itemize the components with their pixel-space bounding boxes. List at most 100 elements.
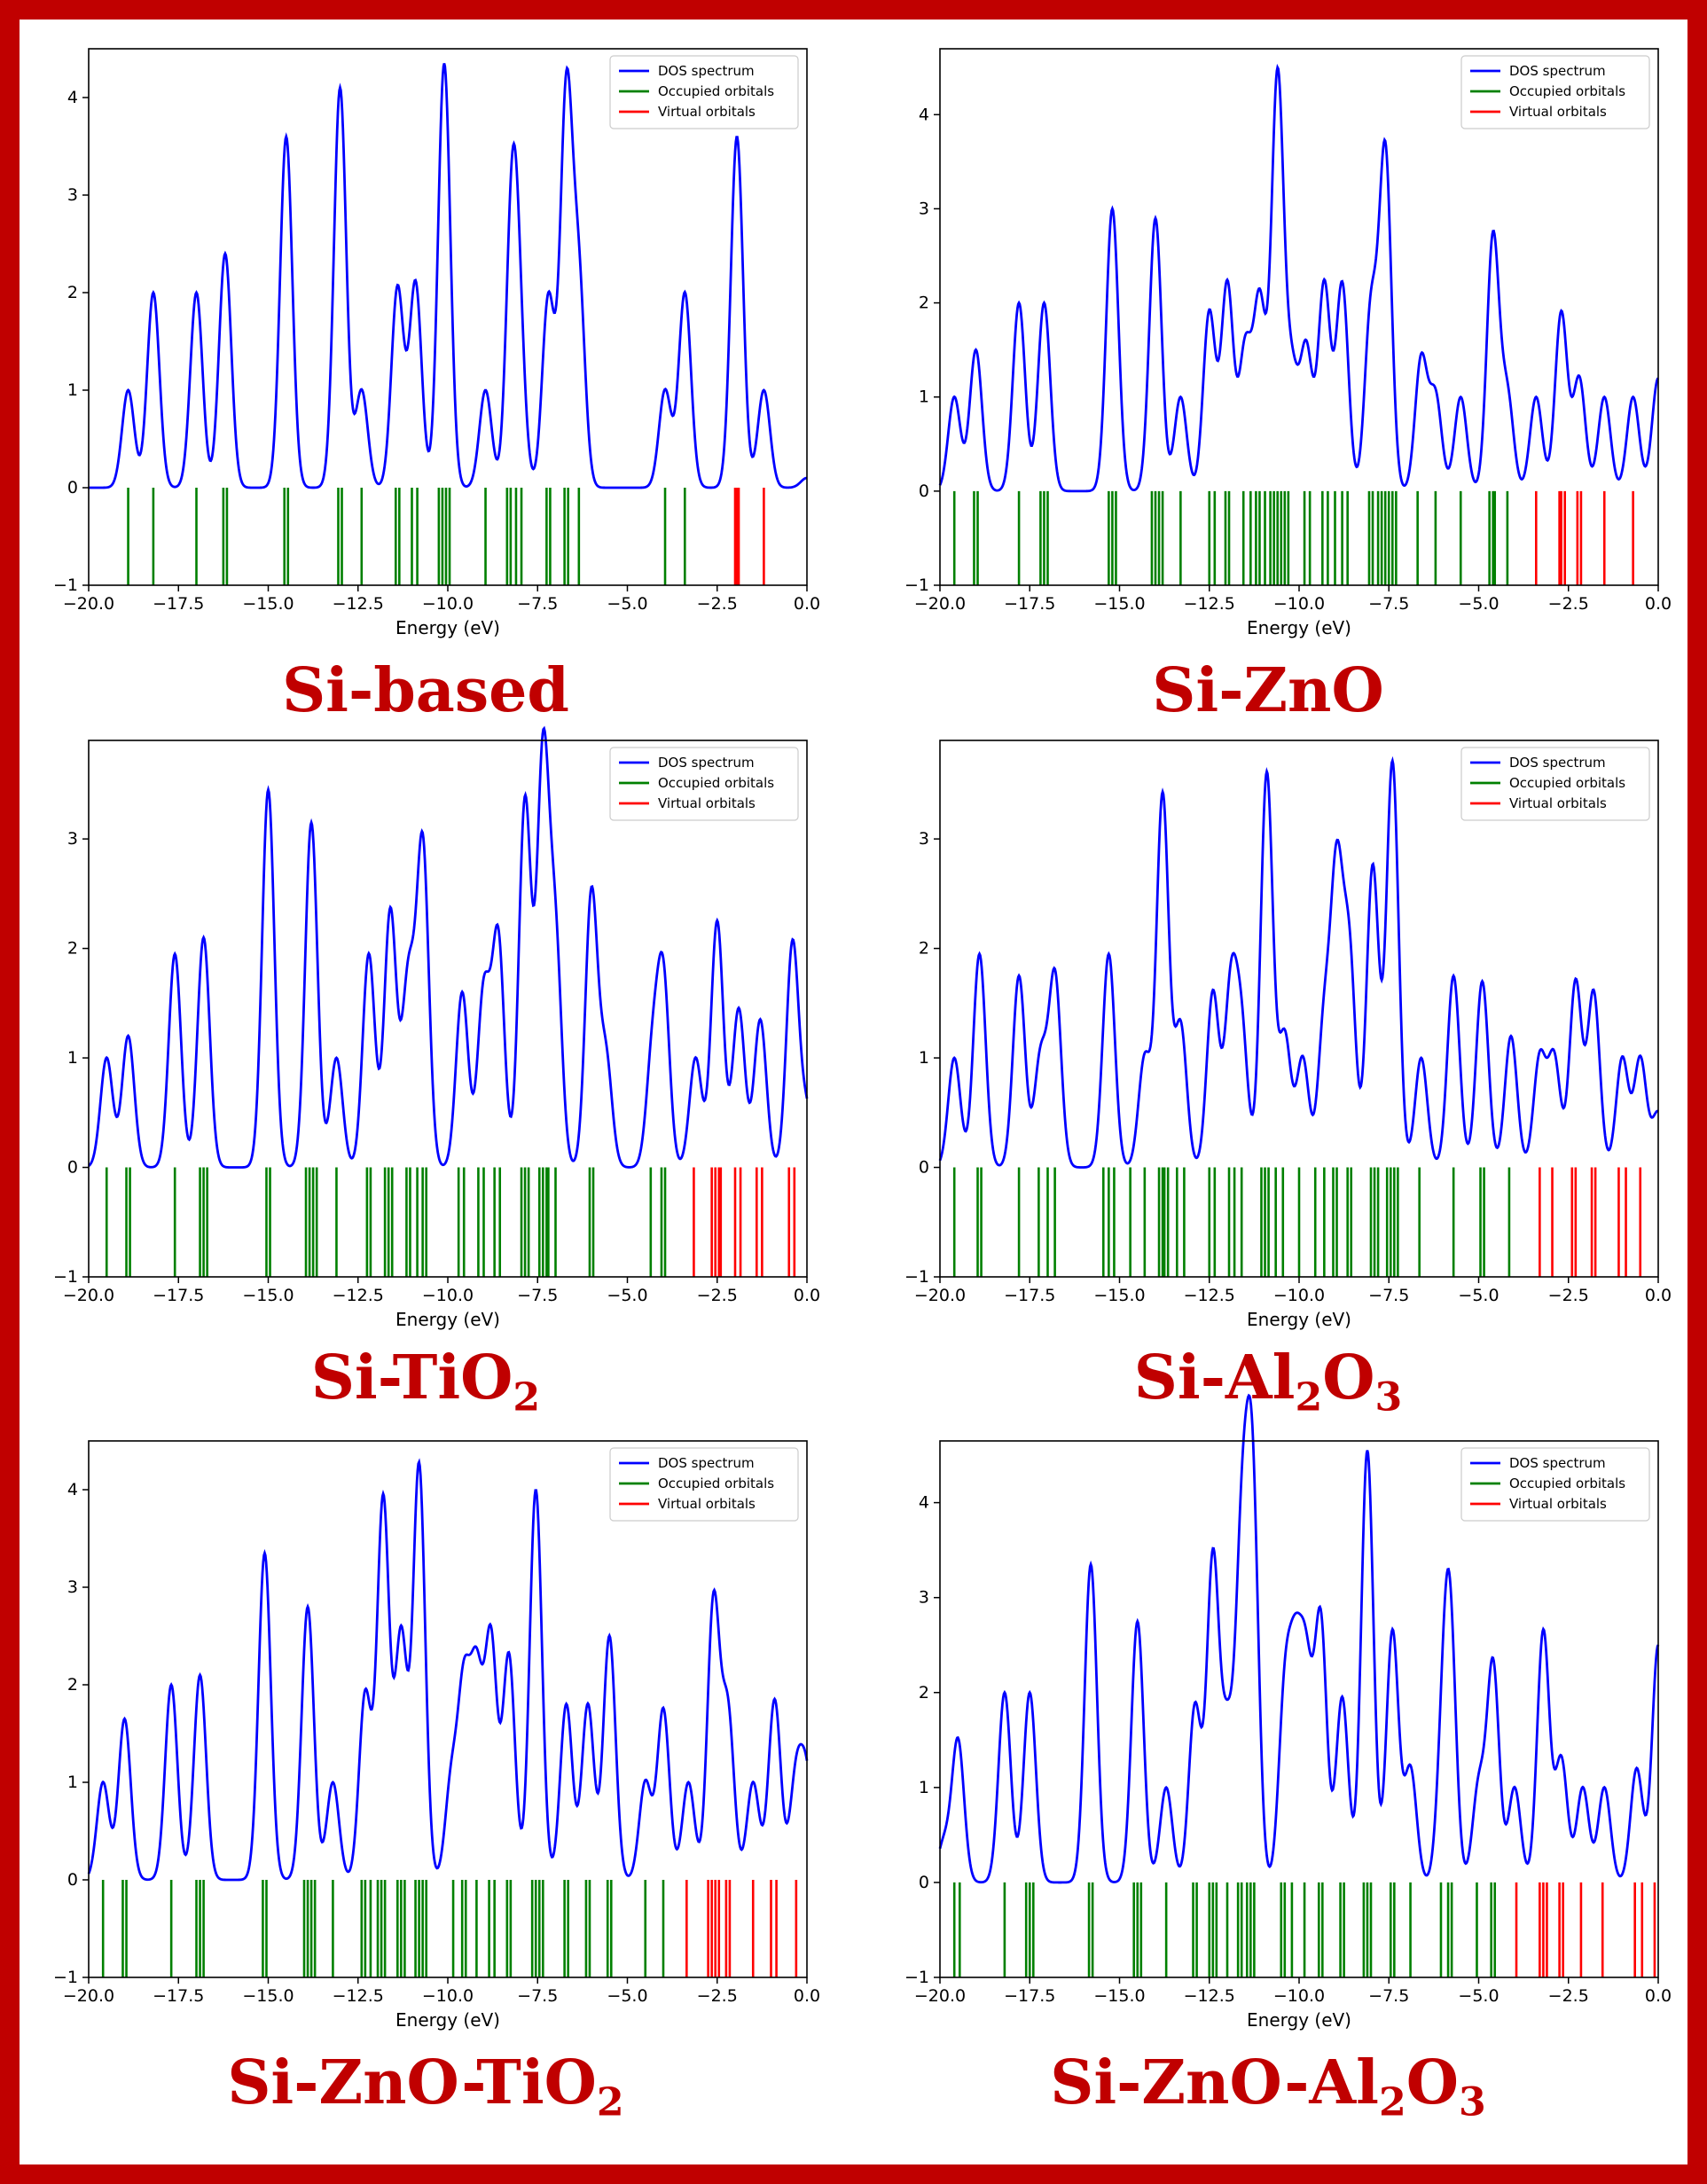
legend-dos-label: DOS spectrum	[1509, 755, 1606, 771]
legend-occupied-label: Occupied orbitals	[658, 1476, 774, 1491]
dos-spectrum-line	[938, 63, 1660, 493]
x-axis-label: Energy (eV)	[1247, 617, 1351, 638]
y-tick-label: 0	[67, 1870, 78, 1890]
x-tick-label: −20.0	[63, 1986, 114, 2006]
legend-occupied-label: Occupied orbitals	[1509, 83, 1625, 99]
x-tick-label: −17.5	[1004, 1986, 1055, 2006]
x-tick-label: −10.0	[422, 594, 474, 614]
x-tick-label: −20.0	[63, 594, 114, 614]
x-tick-label: −5.0	[1458, 594, 1499, 614]
caption-text: Si-ZnO	[1152, 655, 1384, 726]
x-tick-label: −17.5	[153, 1286, 204, 1305]
x-tick-label: −10.0	[422, 1986, 474, 2006]
x-tick-label: −20.0	[914, 1986, 966, 2006]
x-tick-label: −12.5	[1184, 1286, 1235, 1305]
x-tick-label: −17.5	[1004, 1286, 1055, 1305]
caption-subscript: 2	[1379, 2078, 1406, 2125]
caption-subscript: 2	[1295, 1374, 1323, 1421]
y-tick-label: 3	[67, 829, 78, 849]
chart-si-tio2: −20.0 −17.5 −15.0 −12.5 −10.0 −7.5 −5.0 −2.5 0.0…	[53, 725, 820, 1330]
caption-text: Si-based	[282, 655, 569, 726]
legend-box	[1460, 747, 1650, 821]
axes-frame	[88, 740, 808, 1278]
caption-text: Si-ZnO-Al	[1050, 2047, 1380, 2118]
caption-si-tio2: Si-TiO2	[44, 1348, 807, 1416]
x-tick-label: −10.0	[1273, 1986, 1325, 2006]
y-tick-label: 2	[919, 294, 929, 313]
x-tick-label: −12.5	[1184, 1986, 1235, 2006]
x-tick-label: −17.5	[1004, 594, 1055, 614]
caption-text: Si-TiO	[310, 1342, 513, 1413]
x-tick-label: 0.0	[794, 594, 820, 614]
y-tick-label: 2	[919, 939, 929, 959]
x-axis-label: Energy (eV)	[1247, 1309, 1351, 1330]
legend: DOS spectrum Occupied orbitals Virtual o…	[1460, 1447, 1650, 1522]
legend-dos-label: DOS spectrum	[658, 755, 755, 771]
y-tick-label: 1	[67, 1048, 78, 1068]
legend-virtual-label: Virtual orbitals	[1509, 104, 1607, 120]
x-tick-label: −15.0	[242, 1986, 294, 2006]
plot-area: −20.0 −17.5 −15.0 −12.5 −10.0 −7.5 −5.0 −2.5 0.0…	[904, 740, 1672, 1305]
x-tick-label: −5.0	[1458, 1286, 1499, 1305]
x-tick-label: −2.5	[697, 1286, 738, 1305]
x-axis-label: Energy (eV)	[395, 617, 500, 638]
x-tick-label: −7.5	[1368, 594, 1409, 614]
y-tick-label: 4	[67, 1480, 78, 1499]
y-tick-label: 0	[67, 1158, 78, 1178]
y-tick-label: 2	[919, 1683, 929, 1703]
legend: DOS spectrum Occupied orbitals Virtual o…	[609, 55, 799, 129]
x-tick-label: −12.5	[333, 594, 384, 614]
y-tick-label: 2	[67, 1675, 78, 1695]
plot-area: −20.0 −17.5 −15.0 −12.5 −10.0 −7.5 −5.0 −2.5 0.0…	[53, 1440, 820, 2006]
dos-spectrum-line	[89, 63, 808, 489]
legend-dos-label: DOS spectrum	[658, 63, 755, 79]
legend-box	[609, 747, 799, 821]
y-tick-label: 1	[919, 1778, 929, 1797]
x-tick-label: 0.0	[794, 1286, 820, 1305]
y-tick-label: −1	[53, 575, 78, 595]
x-tick-label: −10.0	[1273, 1286, 1325, 1305]
plot-area: −20.0 −17.5 −15.0 −12.5 −10.0 −7.5 −5.0 −2.5 0.0…	[904, 1393, 1672, 2006]
x-tick-label: −7.5	[517, 1986, 558, 2006]
x-tick-label: −17.5	[153, 1986, 204, 2006]
caption-si-based: Si-based	[44, 661, 807, 721]
chart-si-al2o3: −20.0 −17.5 −15.0 −12.5 −10.0 −7.5 −5.0 −2.5 0.0…	[904, 740, 1672, 1330]
legend: DOS spectrum Occupied orbitals Virtual o…	[1460, 55, 1650, 129]
legend-virtual-label: Virtual orbitals	[658, 1496, 756, 1512]
x-tick-label: −2.5	[1548, 1286, 1589, 1305]
x-tick-label: −7.5	[1368, 1986, 1409, 2006]
plot-area: −20.0 −17.5 −15.0 −12.5 −10.0 −7.5 −5.0 −2.5 0.0…	[904, 48, 1672, 614]
caption-si-al2o3: Si-Al2O3	[887, 1348, 1649, 1416]
y-tick-label: 1	[67, 1773, 78, 1792]
x-tick-label: −5.0	[607, 1986, 647, 2006]
x-tick-label: −7.5	[1368, 1286, 1409, 1305]
x-tick-label: −12.5	[333, 1286, 384, 1305]
y-tick-label: 2	[67, 939, 78, 959]
x-tick-label: −2.5	[1548, 594, 1589, 614]
legend-box	[609, 55, 799, 129]
x-tick-label: −20.0	[914, 1286, 966, 1305]
y-tick-label: −1	[53, 1968, 78, 1987]
legend-occupied-label: Occupied orbitals	[1509, 1476, 1625, 1491]
caption-si-zno-al2o3: Si-ZnO-Al2O3	[887, 2053, 1649, 2121]
x-tick-label: 0.0	[794, 1986, 820, 2006]
x-tick-label: −15.0	[242, 594, 294, 614]
chart-si-zno-tio2: −20.0 −17.5 −15.0 −12.5 −10.0 −7.5 −5.0 −2.5 0.0…	[53, 1440, 820, 2031]
x-tick-label: −15.0	[242, 1286, 294, 1305]
x-tick-label: −20.0	[63, 1286, 114, 1305]
x-tick-label: −15.0	[1093, 594, 1145, 614]
dos-spectrum-line	[938, 755, 1659, 1169]
x-tick-label: −15.0	[1093, 1286, 1145, 1305]
dos-spectrum-line	[88, 725, 809, 1169]
x-tick-label: −5.0	[1458, 1986, 1499, 2006]
y-tick-label: −1	[904, 575, 929, 595]
x-tick-label: −2.5	[697, 1986, 738, 2006]
y-tick-label: 0	[67, 478, 78, 497]
legend-dos-label: DOS spectrum	[1509, 63, 1606, 79]
y-tick-label: 0	[919, 1873, 929, 1892]
y-tick-label: 3	[919, 829, 929, 849]
x-tick-label: −20.0	[914, 594, 966, 614]
legend-virtual-label: Virtual orbitals	[1509, 1496, 1607, 1512]
y-tick-label: 3	[919, 199, 929, 218]
